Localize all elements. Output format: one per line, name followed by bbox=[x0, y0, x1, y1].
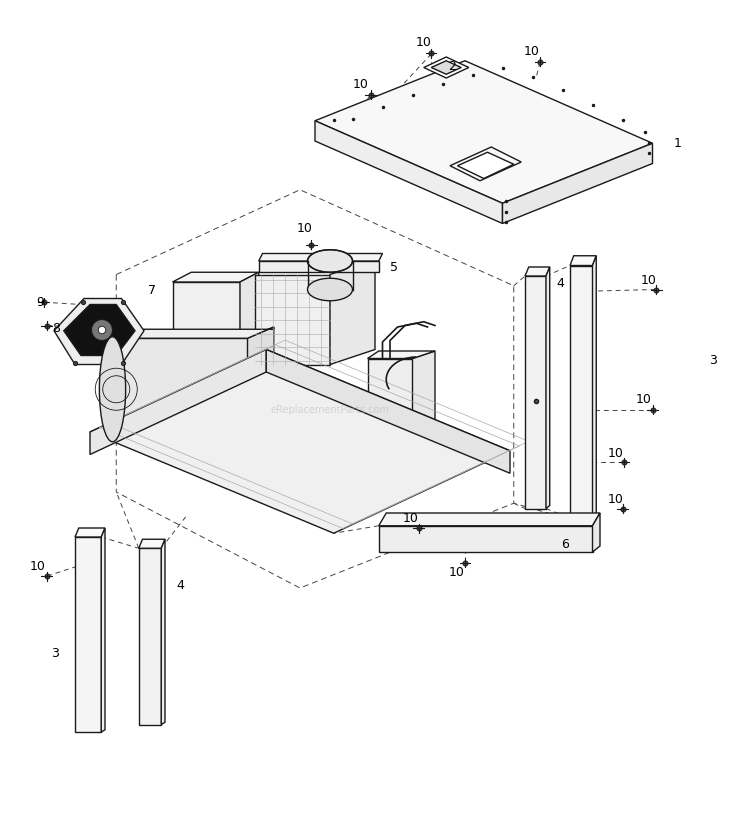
Polygon shape bbox=[248, 327, 274, 440]
Polygon shape bbox=[259, 254, 382, 261]
Polygon shape bbox=[101, 528, 105, 732]
Polygon shape bbox=[570, 256, 596, 265]
Text: 10: 10 bbox=[352, 79, 368, 91]
Polygon shape bbox=[259, 261, 379, 272]
Polygon shape bbox=[90, 350, 510, 533]
Text: 10: 10 bbox=[524, 45, 539, 58]
Polygon shape bbox=[161, 539, 165, 725]
Polygon shape bbox=[525, 267, 550, 276]
Polygon shape bbox=[315, 61, 652, 203]
Text: 10: 10 bbox=[403, 512, 418, 525]
Ellipse shape bbox=[308, 250, 352, 272]
Polygon shape bbox=[90, 350, 266, 455]
Text: 6: 6 bbox=[561, 538, 568, 551]
Polygon shape bbox=[458, 152, 514, 179]
Polygon shape bbox=[112, 327, 274, 338]
Polygon shape bbox=[172, 282, 240, 360]
Polygon shape bbox=[431, 61, 461, 75]
Ellipse shape bbox=[308, 278, 352, 301]
Text: 10: 10 bbox=[608, 446, 623, 459]
Polygon shape bbox=[54, 298, 144, 364]
Polygon shape bbox=[112, 338, 248, 440]
Text: 10: 10 bbox=[640, 274, 656, 287]
Text: 10: 10 bbox=[636, 393, 652, 406]
Polygon shape bbox=[240, 272, 259, 360]
Polygon shape bbox=[424, 57, 469, 78]
Text: 3: 3 bbox=[51, 647, 58, 660]
Polygon shape bbox=[592, 256, 596, 518]
Polygon shape bbox=[139, 548, 161, 725]
Polygon shape bbox=[570, 265, 592, 518]
Text: 10: 10 bbox=[416, 35, 431, 48]
Polygon shape bbox=[172, 272, 259, 282]
Text: 4: 4 bbox=[556, 277, 564, 290]
Text: 10: 10 bbox=[608, 493, 623, 506]
Polygon shape bbox=[525, 276, 546, 509]
Polygon shape bbox=[75, 528, 105, 537]
Text: 5: 5 bbox=[390, 260, 398, 274]
Polygon shape bbox=[330, 260, 375, 364]
Polygon shape bbox=[413, 351, 435, 455]
Polygon shape bbox=[546, 267, 550, 509]
Polygon shape bbox=[450, 147, 521, 181]
Polygon shape bbox=[379, 513, 600, 526]
Circle shape bbox=[92, 319, 112, 341]
Text: 10: 10 bbox=[296, 221, 312, 234]
Text: 10: 10 bbox=[30, 560, 46, 573]
Polygon shape bbox=[255, 274, 330, 364]
Polygon shape bbox=[368, 351, 435, 359]
Text: 3: 3 bbox=[709, 355, 717, 367]
Polygon shape bbox=[139, 539, 165, 548]
Ellipse shape bbox=[99, 337, 125, 441]
Polygon shape bbox=[64, 305, 135, 355]
Polygon shape bbox=[266, 350, 510, 473]
Polygon shape bbox=[368, 359, 413, 455]
Text: 8: 8 bbox=[53, 322, 61, 335]
Polygon shape bbox=[75, 537, 101, 732]
Polygon shape bbox=[379, 526, 592, 552]
Text: 4: 4 bbox=[176, 579, 184, 592]
Text: eReplacementParts.com: eReplacementParts.com bbox=[271, 405, 389, 414]
Text: 9: 9 bbox=[36, 296, 44, 310]
Text: 7: 7 bbox=[148, 284, 156, 297]
Circle shape bbox=[98, 326, 106, 334]
Polygon shape bbox=[592, 513, 600, 552]
Polygon shape bbox=[315, 120, 502, 224]
Text: 10: 10 bbox=[448, 566, 464, 579]
Polygon shape bbox=[503, 143, 652, 224]
Text: 2: 2 bbox=[448, 60, 456, 73]
Text: 1: 1 bbox=[674, 137, 681, 150]
